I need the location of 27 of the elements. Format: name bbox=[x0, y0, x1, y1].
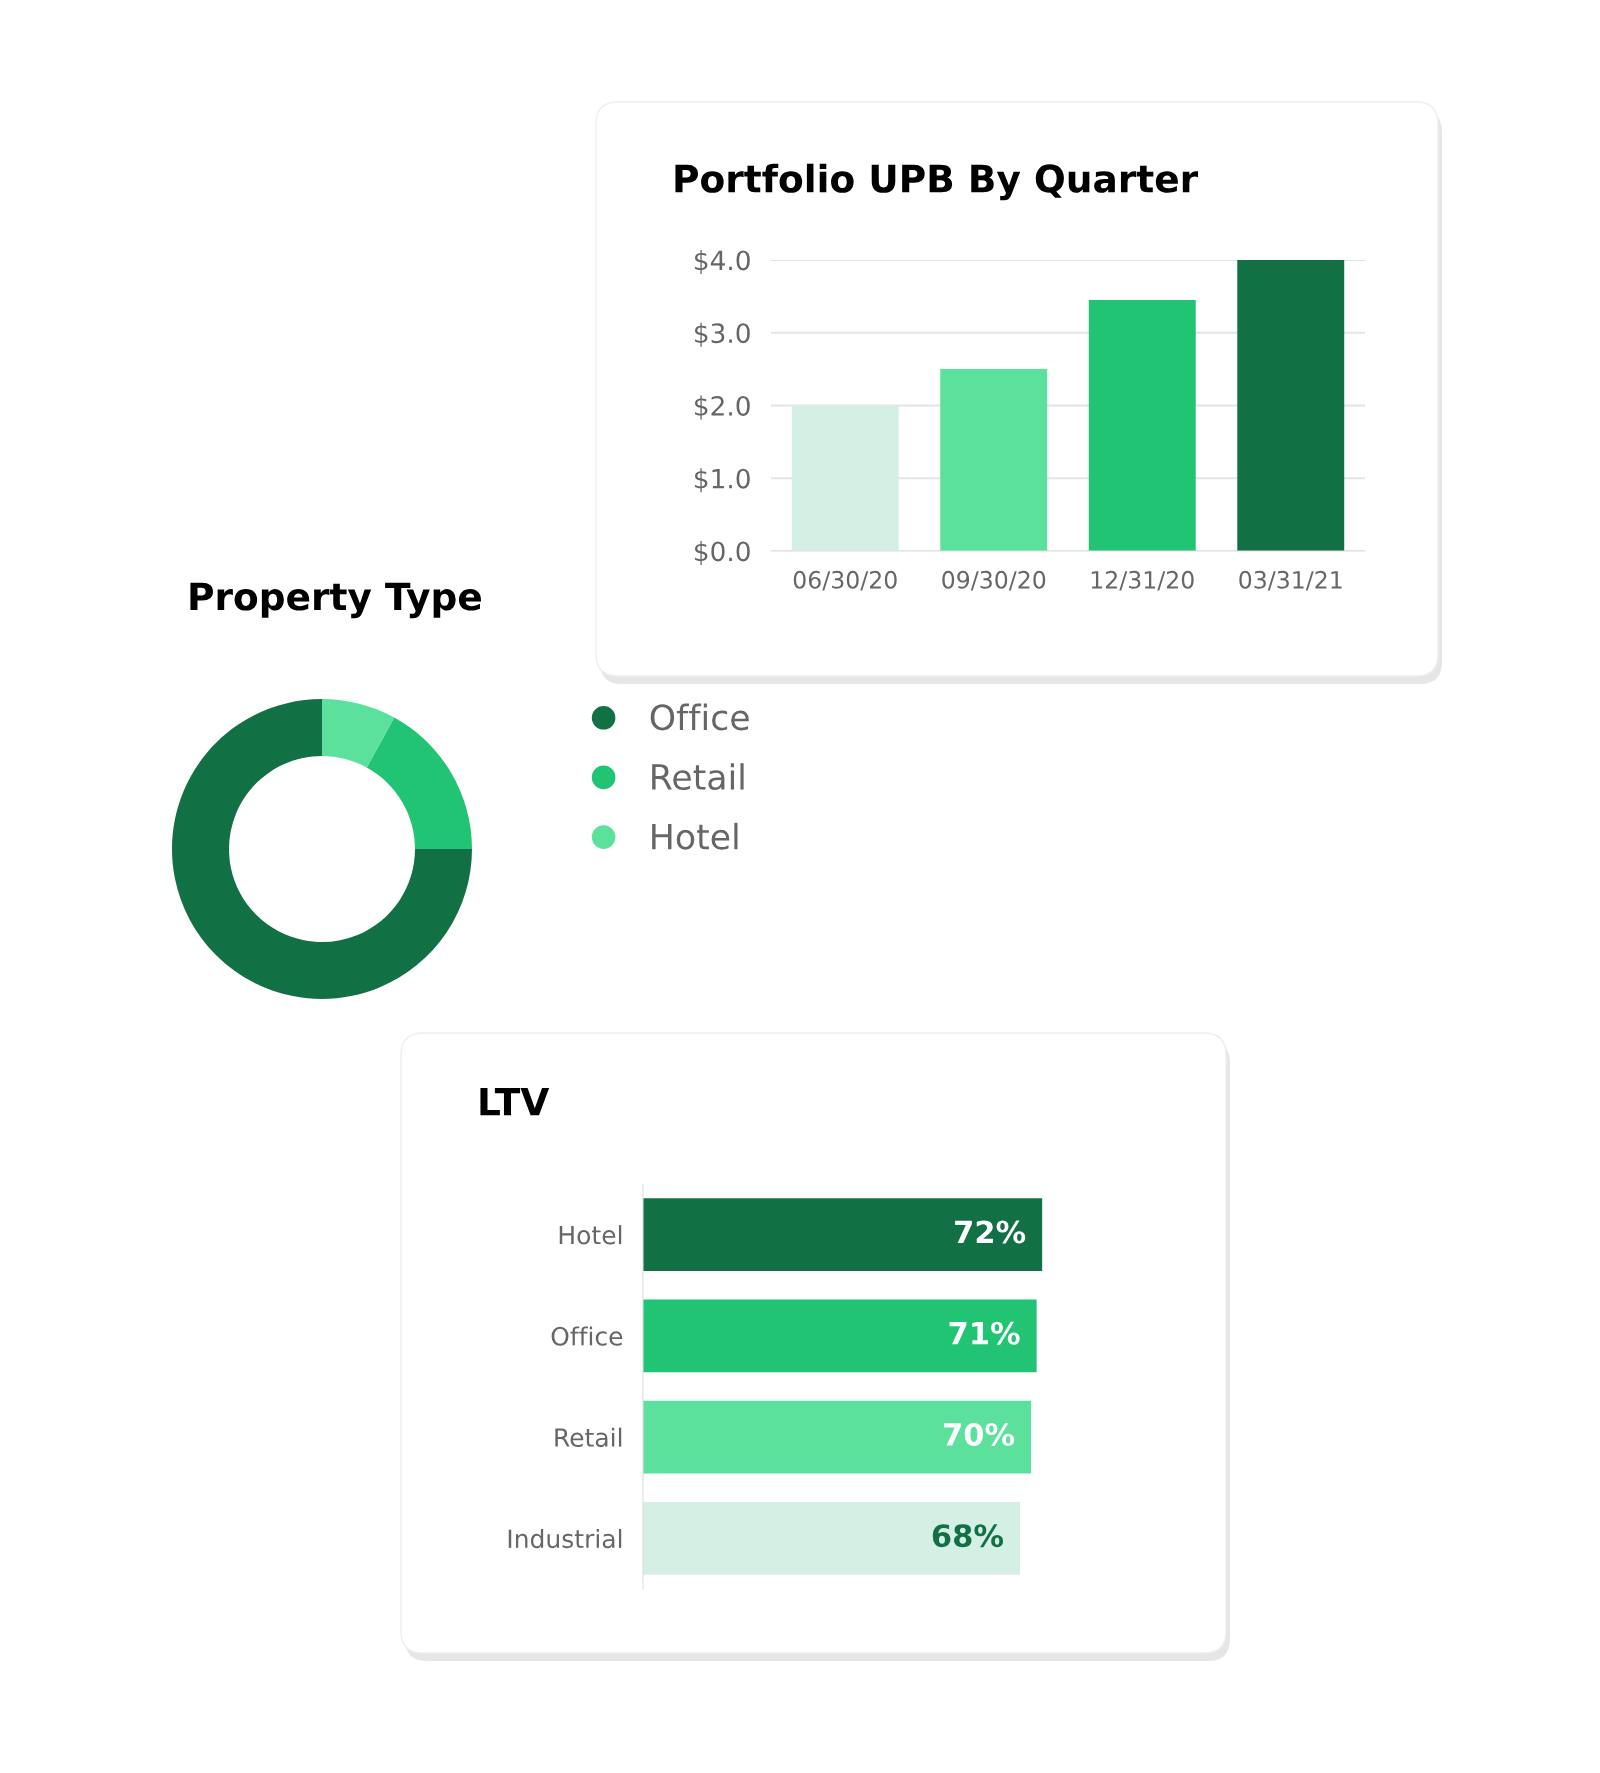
x-tick-label: 06/30/20 bbox=[793, 570, 897, 591]
data-label: 70% bbox=[944, 1422, 1015, 1446]
y-tick-label: Office bbox=[551, 1326, 623, 1346]
donut-slice bbox=[366, 717, 472, 849]
y-tick-label: $0.0 bbox=[694, 540, 750, 565]
donut-slice bbox=[322, 699, 395, 768]
chart-title: Property Type bbox=[190, 582, 481, 619]
bar bbox=[1088, 300, 1196, 551]
x-tick-label: 09/30/20 bbox=[942, 570, 1046, 591]
x-tick-label: 12/31/20 bbox=[1091, 570, 1194, 591]
y-tick-label: Hotel bbox=[559, 1225, 622, 1245]
y-tick-label: $4.0 bbox=[694, 249, 750, 274]
y-tick-label: $2.0 bbox=[694, 395, 750, 420]
chart-title: LTV bbox=[480, 1088, 550, 1116]
y-tick-label: Industrial bbox=[508, 1528, 622, 1549]
y-tick-label: $1.0 bbox=[694, 468, 750, 493]
x-tick-label: 03/31/21 bbox=[1239, 570, 1342, 591]
donut-slice bbox=[172, 699, 472, 999]
y-tick-label: Retail bbox=[555, 1427, 622, 1447]
bar bbox=[1237, 260, 1345, 551]
y-tick-label: $3.0 bbox=[694, 322, 750, 347]
data-label: 71% bbox=[949, 1321, 1020, 1345]
bar bbox=[940, 369, 1048, 551]
chart-title: Portfolio UPB By Quarter bbox=[675, 163, 1199, 201]
data-label: 72% bbox=[955, 1220, 1026, 1244]
bar bbox=[791, 405, 899, 551]
data-label: 68% bbox=[932, 1524, 1004, 1548]
